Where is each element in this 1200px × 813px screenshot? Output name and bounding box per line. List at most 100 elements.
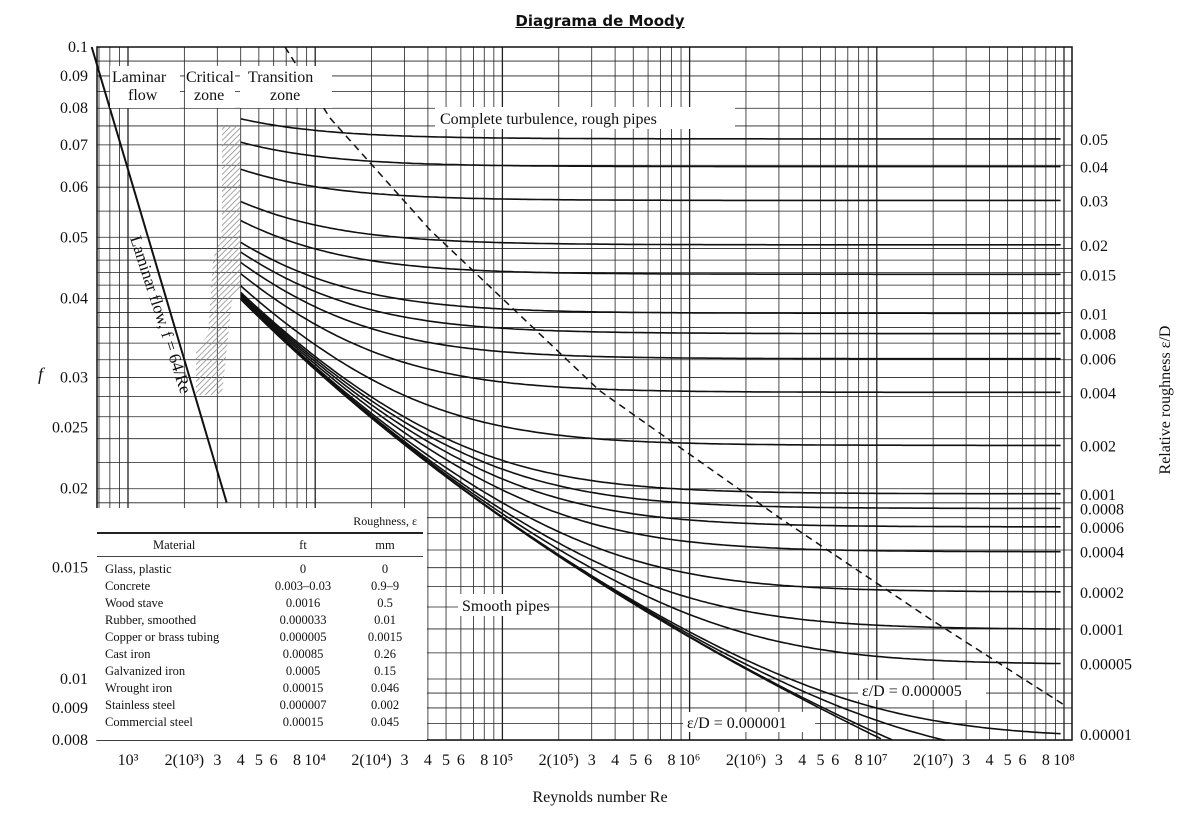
- chart-title: Diagrama de Moody: [515, 12, 685, 30]
- critical-zone-hatch: [196, 125, 240, 395]
- roughness-label: 0.0002: [1080, 585, 1124, 602]
- ft-cell: 0.003–0.03: [274, 579, 332, 593]
- ft-cell: 0: [299, 562, 307, 576]
- roughness-label: 0.04: [1080, 160, 1108, 177]
- material-cell: Cast iron: [105, 647, 151, 661]
- x-tick-label: 3: [588, 752, 596, 769]
- mm-cell: 0.045: [370, 715, 400, 729]
- table-row: Glass, plastic 0 0: [93, 562, 427, 578]
- table-group-header: Roughness, ε: [353, 514, 417, 528]
- ft-cell: 0.0016: [285, 596, 321, 610]
- y-tick-label: 0.1: [68, 39, 88, 56]
- y2-axis-label: Relative roughness ε/D: [1157, 326, 1174, 475]
- label-bg: [110, 66, 180, 108]
- roughness-curve: [240, 251, 1061, 335]
- y-tick-label: 0.01: [60, 671, 88, 688]
- roughness-label: 0.0006: [1080, 520, 1124, 537]
- x-tick-label: 4: [611, 752, 619, 769]
- roughness-label: 0.0004: [1080, 545, 1124, 562]
- label-bg: [458, 594, 548, 616]
- transition-zone-label: Transition: [248, 69, 313, 86]
- roughness-label: 0.0001: [1080, 622, 1124, 639]
- y-tick-label: 0.08: [60, 100, 88, 117]
- roughness-curve: [240, 295, 1061, 553]
- x-tick-label: 6: [270, 752, 278, 769]
- y-tick-label: 0.05: [60, 229, 88, 246]
- x-tick-label: 2(10⁶): [726, 752, 766, 769]
- roughness-label: 0.01: [1080, 306, 1108, 323]
- col-mm: mm: [375, 538, 395, 552]
- material-cell: Concrete: [105, 579, 151, 593]
- mm-cell: 0.0015: [367, 630, 403, 644]
- critical-zone-label: zone: [194, 87, 224, 104]
- y-tick-label: 0.015: [52, 560, 88, 577]
- ft-cell: 0.00085: [282, 647, 324, 661]
- critical-zone-label: Critical: [186, 69, 235, 86]
- ft-cell: 0.000033: [279, 613, 327, 627]
- table-rule: [97, 556, 423, 557]
- y-tick-label: 0.025: [52, 420, 88, 437]
- x-tick-label: 8: [667, 752, 675, 769]
- material-cell: Commercial steel: [105, 715, 193, 729]
- x-tick-label: 8: [293, 752, 301, 769]
- roughness-label: 0.002: [1080, 438, 1116, 455]
- laminar-zone-label: Laminar: [112, 69, 167, 86]
- x-tick-label: 5: [442, 752, 450, 769]
- roughness-curve: [240, 294, 1061, 528]
- x-tick-label: 6: [1018, 752, 1026, 769]
- table-row: Wrought iron 0.00015 0.046: [93, 681, 427, 697]
- roughness-curve: [240, 200, 1061, 246]
- x-tick-label: 6: [457, 752, 465, 769]
- table-row: Galvanized iron 0.0005 0.15: [93, 664, 427, 680]
- roughness-curve: [240, 297, 1061, 630]
- ft-cell: 0.00015: [282, 681, 324, 695]
- y-tick-label: 0.009: [52, 700, 88, 717]
- roughness-label: 0.0008: [1080, 501, 1124, 518]
- x-tick-label: 5: [629, 752, 637, 769]
- x-tick-label: 3: [401, 752, 409, 769]
- label-bg: [240, 66, 332, 108]
- table-row: Wood stave 0.0016 0.5: [93, 596, 427, 612]
- roughness-label: 0.00001: [1080, 727, 1132, 744]
- x-tick-label: 2(10⁷): [913, 752, 953, 769]
- roughness-label: 0.001: [1080, 487, 1116, 504]
- table-row: Stainless steel 0.000007 0.002: [93, 698, 427, 714]
- smooth-pipe-curve: [240, 298, 882, 740]
- smooth-pipes-label: Smooth pipes: [462, 598, 550, 615]
- roughness-label: 0.03: [1080, 193, 1108, 210]
- label-bg: [683, 712, 815, 732]
- y-tick-label: 0.07: [60, 137, 88, 154]
- mm-cell: 0.15: [374, 664, 396, 678]
- table-row: Cast iron 0.00085 0.26: [93, 647, 427, 663]
- y-tick-label: 0.06: [60, 179, 88, 196]
- x-tick-label: 2(10³): [165, 752, 204, 769]
- y-tick-label: 0.03: [60, 369, 88, 386]
- ft-cell: 0.00015: [282, 715, 324, 729]
- label-bg: [858, 680, 986, 700]
- laminar-line-label: Laminar flow, f = 64/Re: [126, 233, 195, 396]
- x-tick-label: 6: [644, 752, 652, 769]
- material-cell: Stainless steel: [105, 698, 176, 712]
- roughness-curve: [240, 168, 1061, 202]
- material-cell: Glass, plastic: [105, 562, 172, 576]
- mm-cell: 0.9–9: [370, 579, 400, 593]
- x-tick-label: 4: [424, 752, 432, 769]
- roughness-label: 0.006: [1080, 352, 1116, 369]
- roughness-curve: [240, 273, 1061, 394]
- x-tick-label: 2(10⁴): [351, 752, 391, 769]
- x-tick-label: 3: [213, 752, 221, 769]
- x-axis-label: Reynolds number Re: [532, 789, 667, 806]
- ed-000005-label: ε/D = 0.000005: [862, 683, 962, 700]
- y-tick-label: 0.04: [60, 290, 88, 307]
- mm-cell: 0.002: [370, 698, 400, 712]
- label-bg: [435, 107, 735, 129]
- plot-frame: [96, 46, 1073, 741]
- col-ft: ft: [299, 538, 307, 552]
- roughness-curve: [240, 293, 1061, 510]
- x-tick-label: 4: [986, 752, 994, 769]
- roughness-curve: [240, 141, 1061, 168]
- x-tick-label: 5: [255, 752, 263, 769]
- material-cell: Wrought iron: [105, 681, 173, 695]
- table-row: Copper or brass tubing 0.000005 0.0015: [93, 630, 427, 646]
